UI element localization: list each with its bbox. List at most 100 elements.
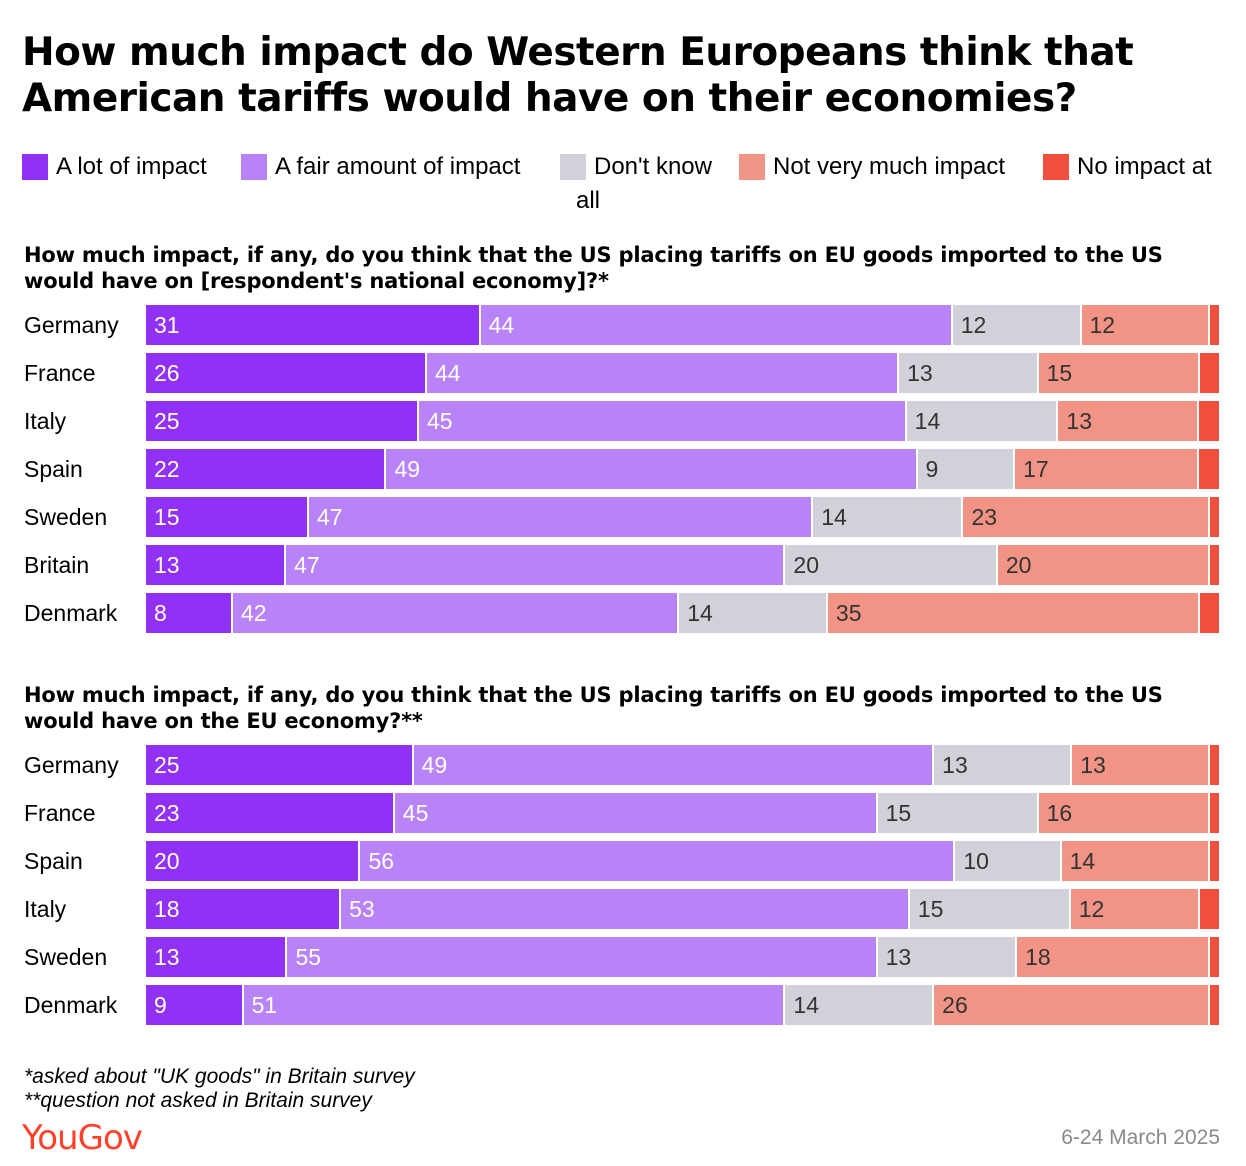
bar-segment-a-lot: 23 — [146, 793, 393, 833]
data-label: 51 — [251, 992, 278, 1018]
data-label: 55 — [295, 944, 322, 970]
bar-segment-fair-amount: 55 — [285, 937, 876, 977]
legend-swatch-not-very-much — [739, 154, 765, 180]
data-label: 42 — [240, 600, 267, 626]
survey-date: 6-24 March 2025 — [1061, 1126, 1220, 1149]
data-label: 18 — [1025, 944, 1051, 970]
stacked-bar: 20 56 10 14 — [146, 841, 1219, 881]
bar-row-sweden: Sweden 15 47 14 23 — [0, 497, 1246, 537]
data-label: 15 — [154, 504, 180, 530]
bar-segment-fair-amount: 47 — [306, 497, 812, 537]
chart-1-title: How much impact, if any, do you think th… — [24, 243, 1163, 293]
data-label: 44 — [434, 360, 461, 386]
legend-label-a-lot: A lot of impact — [56, 153, 207, 180]
data-label: 13 — [154, 552, 180, 578]
bar-segment-not-very-much: 12 — [1068, 889, 1198, 929]
bar-segment-dont-know: 13 — [932, 745, 1071, 785]
data-label: 20 — [154, 848, 180, 874]
bar-segment-not-very-much: 20 — [995, 545, 1209, 585]
bar-segment-dont-know: 13 — [875, 937, 1016, 977]
data-label: 23 — [154, 800, 180, 826]
bar-row-spain: Spain 22 49 9 17 — [0, 449, 1246, 489]
country-label: France — [24, 800, 96, 826]
stacked-bar: 9 51 14 26 — [146, 985, 1219, 1025]
bar-row-denmark: Denmark 9 51 14 26 — [0, 985, 1246, 1025]
bar-segment-not-very-much: 35 — [825, 593, 1198, 633]
bar-segment-a-lot: 8 — [146, 593, 231, 633]
bar-segment-not-very-much: 23 — [961, 497, 1209, 537]
legend-label-not-very-much: Not very much impact — [773, 153, 1006, 180]
data-label: 53 — [349, 896, 375, 922]
bar-segment-dont-know: 15 — [875, 793, 1037, 833]
data-label: 25 — [154, 408, 180, 434]
bar-segment-a-lot: 31 — [146, 305, 479, 345]
data-label: 20 — [793, 552, 820, 578]
bar-segment-dont-know: 20 — [783, 545, 996, 585]
data-label: 25 — [154, 752, 180, 778]
bar-segment-dont-know: 14 — [811, 497, 962, 537]
bar-segment-no-impact — [1197, 353, 1219, 393]
bar-segment-not-very-much: 14 — [1059, 841, 1209, 881]
bar-segment-no-impact — [1197, 401, 1219, 441]
bar-row-sweden: Sweden 13 55 13 18 — [0, 937, 1246, 977]
data-label: 13 — [154, 944, 180, 970]
legend-swatch-fair-amount — [241, 154, 267, 180]
bar-segment-a-lot: 20 — [146, 841, 359, 881]
bar-segment-fair-amount: 44 — [424, 353, 898, 393]
bar-segment-a-lot: 9 — [146, 985, 242, 1025]
bar-segment-a-lot: 13 — [146, 545, 285, 585]
bar-segment-fair-amount: 44 — [478, 305, 951, 345]
bar-segment-no-impact — [1208, 497, 1219, 537]
data-label: 13 — [885, 944, 912, 970]
data-label: 16 — [1046, 800, 1073, 826]
data-label: 45 — [402, 800, 429, 826]
bar-segment-a-lot: 26 — [146, 353, 425, 393]
data-label: 12 — [1089, 312, 1116, 338]
bar-segment-fair-amount: 56 — [358, 841, 954, 881]
bar-segment-no-impact — [1197, 889, 1219, 929]
bar-segment-no-impact — [1208, 985, 1219, 1025]
bar-segment-no-impact — [1208, 545, 1219, 585]
bar-row-germany: Germany 25 49 13 13 — [0, 745, 1246, 785]
country-label: Denmark — [24, 600, 118, 626]
legend: A lot of impact A fair amount of impact … — [22, 150, 1232, 220]
bar-segment-fair-amount: 51 — [241, 985, 784, 1025]
data-label: 56 — [368, 848, 395, 874]
bar-segment-a-lot: 22 — [146, 449, 385, 489]
data-label: 44 — [488, 312, 515, 338]
data-label: 49 — [394, 456, 421, 482]
stacked-bar: 31 44 12 12 — [146, 305, 1219, 345]
bar-segment-a-lot: 15 — [146, 497, 307, 537]
bar-segment-dont-know: 12 — [950, 305, 1080, 345]
bar-segment-dont-know: 14 — [677, 593, 826, 633]
bar-row-spain: Spain 20 56 10 14 — [0, 841, 1246, 881]
bar-segment-no-impact — [1208, 305, 1219, 345]
yougov-logo: YouGov — [22, 1118, 143, 1158]
bar-segment-dont-know: 15 — [907, 889, 1069, 929]
bar-segment-no-impact — [1208, 937, 1219, 977]
chart-title: How much impact do Western Europeans thi… — [22, 30, 1134, 121]
stacked-bar: 25 49 13 13 — [146, 745, 1219, 785]
data-label: 45 — [426, 408, 453, 434]
bar-segment-fair-amount: 47 — [284, 545, 784, 585]
stacked-bar: 8 42 14 35 — [146, 593, 1219, 633]
bar-segment-dont-know: 9 — [915, 449, 1014, 489]
bar-row-britain: Britain 13 47 20 20 — [0, 545, 1246, 585]
stacked-bar: 25 45 14 13 — [146, 401, 1219, 441]
bar-row-france: France 26 44 13 15 — [0, 353, 1246, 393]
data-label: 9 — [154, 992, 167, 1018]
country-label: Britain — [24, 552, 90, 578]
bar-segment-no-impact — [1208, 745, 1219, 785]
stacked-bar: 23 45 15 16 — [146, 793, 1219, 833]
data-label: 22 — [154, 456, 180, 482]
bar-segment-fair-amount: 45 — [392, 793, 876, 833]
bar-segment-not-very-much: 18 — [1015, 937, 1209, 977]
stacked-bar: 22 49 9 17 — [146, 449, 1219, 489]
bar-segment-not-very-much: 16 — [1036, 793, 1209, 833]
data-label: 10 — [963, 848, 989, 874]
data-label: 35 — [835, 600, 862, 626]
stacked-bar: 18 53 15 12 — [146, 889, 1219, 929]
bar-segment-not-very-much: 12 — [1079, 305, 1209, 345]
bar-segment-dont-know: 14 — [904, 401, 1057, 441]
bar-segment-dont-know: 10 — [953, 841, 1060, 881]
